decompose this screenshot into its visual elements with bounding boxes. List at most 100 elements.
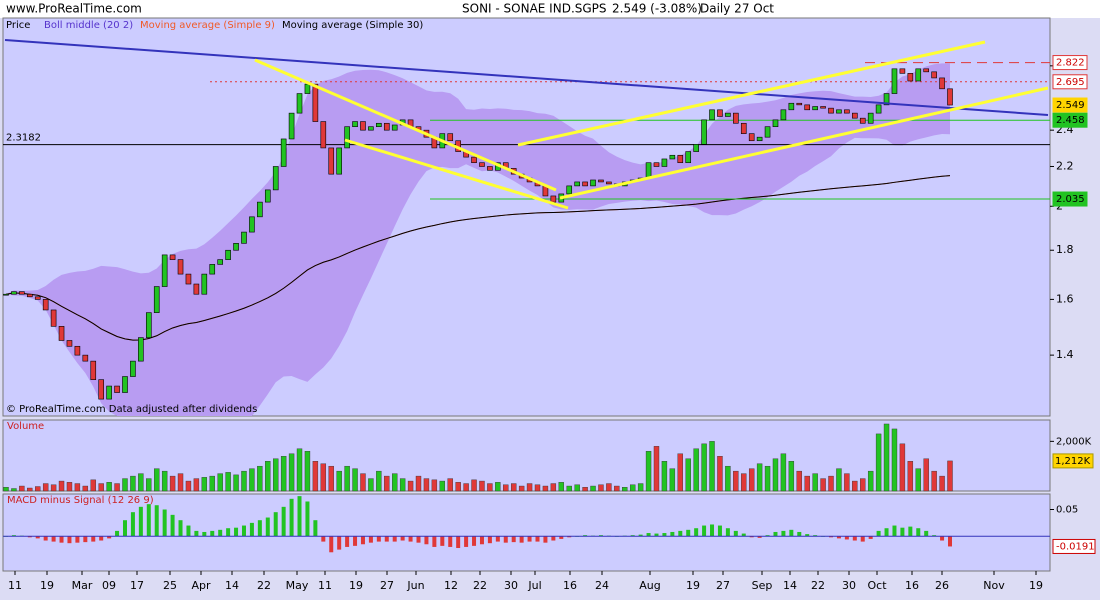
macd-panel — [2, 493, 1051, 572]
macd-bar — [765, 535, 770, 537]
volume-bar — [169, 475, 176, 492]
x-tick-label: 22 — [257, 579, 271, 592]
x-tick-label: 22 — [473, 579, 487, 592]
macd-bar — [376, 536, 381, 542]
volume-bar — [622, 487, 628, 492]
macd-bar — [781, 530, 786, 537]
volume-bar — [812, 473, 818, 492]
y-tick-label: 0.05 — [1056, 505, 1078, 516]
volume-bar — [304, 451, 311, 492]
macd-bar — [115, 530, 120, 537]
trend-line — [559, 86, 1049, 200]
level-box — [1052, 191, 1088, 207]
volume-bar — [257, 465, 263, 492]
volume-bar — [35, 486, 41, 492]
macd-bar — [234, 527, 239, 537]
macd-bar — [360, 536, 365, 545]
x-tick-label: 11 — [8, 579, 22, 592]
volume-bar — [836, 468, 842, 492]
macd-bar — [122, 520, 127, 537]
volume-bar — [455, 482, 461, 492]
y-tick-label: 2.2 — [1056, 159, 1074, 172]
candle — [844, 109, 850, 114]
candle — [130, 360, 136, 377]
volume-bar — [796, 470, 802, 492]
volume-bar — [138, 473, 144, 492]
candle — [272, 166, 279, 191]
macd-bar — [543, 536, 548, 543]
volume-bar — [431, 479, 438, 492]
volume-bar — [637, 483, 644, 492]
macd-bar — [741, 533, 746, 537]
macd-bar — [567, 536, 572, 538]
volume-bar — [154, 468, 160, 492]
candle — [693, 144, 699, 152]
macd-bar — [218, 529, 223, 537]
macd-bar — [670, 531, 675, 537]
volume-bar — [741, 473, 747, 492]
candle — [852, 112, 858, 119]
macd-bar — [51, 536, 56, 542]
macd-bar — [908, 526, 913, 537]
macd-bar — [289, 498, 294, 537]
candle — [582, 181, 588, 187]
volume-bar — [288, 453, 295, 492]
volume-bar — [852, 480, 858, 492]
macd-bar — [479, 536, 484, 545]
macd-bar — [186, 525, 191, 537]
volume-bar — [860, 478, 866, 492]
macd-bar — [392, 536, 397, 542]
candle — [296, 93, 303, 114]
candle — [606, 181, 612, 185]
volume-bar — [320, 463, 327, 492]
macd-bar — [757, 536, 762, 538]
macd-bar — [408, 536, 413, 542]
candle — [550, 195, 557, 203]
macd-bar — [503, 536, 508, 543]
symbol: SONI - SONAE IND.SGPS — [462, 2, 607, 16]
macd-bar — [154, 505, 159, 537]
candle — [804, 104, 811, 111]
trend-line — [344, 138, 569, 210]
candle — [352, 121, 358, 128]
candle — [748, 133, 755, 142]
macd-bar — [495, 536, 500, 542]
volume-bar — [717, 456, 723, 492]
candle — [320, 121, 327, 149]
macd-bar — [146, 504, 151, 537]
volume-bar — [201, 477, 208, 492]
candle — [90, 360, 97, 380]
macd-bar — [35, 536, 40, 539]
volume-bar — [883, 423, 890, 492]
candle — [891, 68, 898, 94]
x-tick-label: 27 — [716, 579, 730, 592]
last-macd-label: -0.0191 — [1056, 541, 1095, 552]
candle — [391, 124, 398, 131]
bollinger-band — [6, 63, 950, 417]
macd-bar — [773, 531, 778, 537]
candle — [233, 243, 239, 251]
candle — [161, 254, 168, 287]
y-tick-label: 1.6 — [1056, 292, 1074, 305]
candle — [288, 112, 295, 140]
candle — [859, 117, 866, 124]
volume-bar — [772, 458, 779, 492]
volume-bar — [899, 443, 906, 492]
volume-bar — [550, 483, 557, 492]
volume-bar — [629, 484, 636, 492]
volume-bar — [384, 475, 390, 492]
candle — [820, 106, 826, 109]
macd-bar — [836, 536, 841, 539]
volume-bar — [130, 475, 136, 492]
volume-bar — [193, 478, 200, 492]
macd-bar — [932, 535, 937, 537]
macd-bar — [852, 536, 857, 541]
candle — [169, 254, 176, 260]
candle — [368, 126, 374, 131]
macd-bar — [43, 536, 48, 541]
level-box — [1052, 112, 1088, 128]
volume-bar — [495, 482, 501, 492]
candle — [598, 179, 604, 183]
macd-bar — [384, 536, 389, 542]
macd-bar — [368, 536, 373, 543]
